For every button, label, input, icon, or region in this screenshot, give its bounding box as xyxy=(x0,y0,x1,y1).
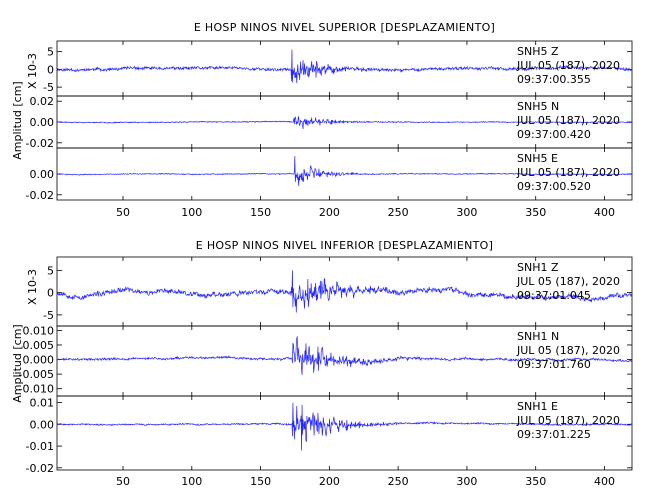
plot-title: E HOSP NINOS NIVEL SUPERIOR [DESPLAZAMIE… xyxy=(194,21,495,34)
plot-title: E HOSP NINOS NIVEL INFERIOR [DESPLAZAMIE… xyxy=(196,239,493,252)
record-time-label: 09:37:00.420 xyxy=(517,128,591,141)
record-date-label: JUL 05 (187), 2020 xyxy=(516,59,620,72)
x-tick-label: 250 xyxy=(388,206,409,219)
y-axis-label: Amplitud [cm] xyxy=(11,81,24,159)
record-time-label: 09:37:00.355 xyxy=(517,73,591,86)
x-tick-label: 100 xyxy=(181,206,202,219)
y-tick-label: 0 xyxy=(47,63,54,76)
x-tick-label: 200 xyxy=(319,206,340,219)
record-date-label: JUL 05 (187), 2020 xyxy=(516,414,620,427)
y-tick-label: 5 xyxy=(47,46,54,59)
x-tick-label: 150 xyxy=(250,475,271,488)
station-component-label: SNH5 N xyxy=(517,100,559,113)
x-tick-label: 50 xyxy=(116,475,130,488)
y-axis-label: Amplitud [cm] xyxy=(11,324,24,402)
record-time-label: 09:37:01.225 xyxy=(517,428,591,441)
x-tick-label: 400 xyxy=(594,206,615,219)
x-tick-label: 300 xyxy=(456,475,477,488)
panel-frame xyxy=(56,395,633,471)
y-tick-label: -5 xyxy=(43,81,54,94)
x-tick-label: 250 xyxy=(388,475,409,488)
y-tick-label: -0.02 xyxy=(26,462,54,475)
waveform-trace xyxy=(56,402,633,451)
station-component-label: SNH1 E xyxy=(517,400,558,413)
record-date-label: JUL 05 (187), 2020 xyxy=(516,166,620,179)
x-tick-label: 400 xyxy=(594,475,615,488)
station-component-label: SNH1 Z xyxy=(517,261,559,274)
record-date-label: JUL 05 (187), 2020 xyxy=(516,114,620,127)
upper-level-seismogram-plot: E HOSP NINOS NIVEL SUPERIOR [DESPLAZAMIE… xyxy=(11,21,633,219)
record-time-label: 09:37:00.520 xyxy=(517,180,591,193)
y-scale-factor-label: X 10-3 xyxy=(26,53,39,89)
y-tick-label: 0.000 xyxy=(23,354,55,367)
y-tick-label: -0.02 xyxy=(26,137,54,150)
station-component-label: SNH5 Z xyxy=(517,45,559,58)
x-tick-label: 300 xyxy=(456,206,477,219)
waveform-trace xyxy=(56,156,633,186)
x-tick-label: 350 xyxy=(525,475,546,488)
y-tick-label: 0.010 xyxy=(23,324,55,337)
y-tick-label: 5 xyxy=(47,264,54,277)
x-tick-label: 50 xyxy=(116,206,130,219)
record-time-label: 09:37:01.760 xyxy=(517,358,591,371)
y-tick-label: -0.02 xyxy=(26,189,54,202)
x-tick-label: 350 xyxy=(525,206,546,219)
station-component-label: SNH1 N xyxy=(517,330,559,343)
waveform-trace xyxy=(56,270,633,313)
y-tick-label: 0.00 xyxy=(30,168,55,181)
y-tick-label: 0.00 xyxy=(30,418,55,431)
x-tick-label: 200 xyxy=(319,475,340,488)
y-tick-label: -0.01 xyxy=(26,440,54,453)
record-date-label: JUL 05 (187), 2020 xyxy=(516,344,620,357)
y-tick-label: -5 xyxy=(43,309,54,322)
y-tick-label: -0.010 xyxy=(19,383,54,396)
y-tick-label: 0.00 xyxy=(30,116,55,129)
y-tick-label: 0.005 xyxy=(23,339,55,352)
y-tick-label: 0.02 xyxy=(30,95,55,108)
waveform-trace xyxy=(56,49,633,84)
x-tick-label: 150 xyxy=(250,206,271,219)
y-tick-label: -0.005 xyxy=(19,368,54,381)
waveform-trace xyxy=(56,336,633,375)
x-tick-label: 100 xyxy=(181,475,202,488)
waveform-trace xyxy=(56,115,632,130)
station-component-label: SNH5 E xyxy=(517,152,558,165)
lower-level-seismogram-plot: E HOSP NINOS NIVEL INFERIOR [DESPLAZAMIE… xyxy=(11,239,633,488)
y-tick-label: 0 xyxy=(47,287,54,300)
record-date-label: JUL 05 (187), 2020 xyxy=(516,275,620,288)
y-scale-factor-label: X 10-3 xyxy=(26,269,39,305)
record-time-label: 09:37:01.045 xyxy=(517,289,591,302)
y-tick-label: 0.01 xyxy=(30,397,55,410)
